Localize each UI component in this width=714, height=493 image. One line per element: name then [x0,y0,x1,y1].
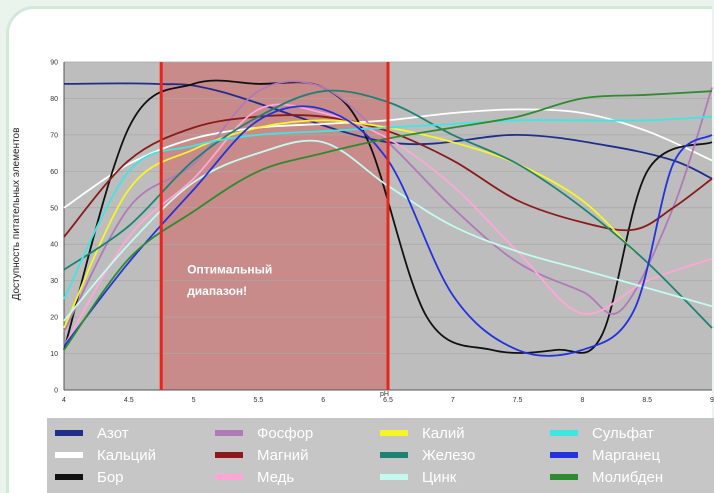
y-tick-label: 20 [50,315,58,322]
legend-swatch [550,474,578,480]
series-line-11 [63,105,713,357]
legend-item-5: Магний [215,444,309,466]
legend-swatch [215,430,243,436]
y-tick-label: 90 [50,60,58,67]
legend-label: Сульфат [592,424,654,442]
series-line-3 [63,79,713,354]
x-axis-title: pH [380,391,389,398]
chart-legend: Азот Кальций Бор Фосфор Магний Медь Калий Желез… [47,418,714,493]
legend-label: Калий [422,424,465,442]
legend-swatch [380,474,408,480]
legend-swatch [550,430,578,436]
legend-item-1: Азот [55,422,129,444]
legend-swatch [550,452,578,458]
legend-swatch [380,430,408,436]
y-tick-label: 30 [50,278,58,285]
x-tick-label: 4 [62,397,66,404]
legend-swatch [55,452,83,458]
legend-label: Медь [257,468,295,486]
series-line-7 [63,119,635,329]
legend-label: Марганец [592,446,661,464]
optimal-range-band [161,62,388,390]
legend-item-12: Молибден [550,466,663,488]
y-tick-label: 80 [50,96,58,103]
legend-item-6: Медь [215,466,294,488]
legend-label: Фосфор [257,424,314,442]
y-tick-label: 40 [50,242,58,249]
legend-item-3: Бор [55,466,124,488]
y-tick-label: 60 [50,169,58,176]
x-tick-label: 7 [451,397,455,404]
legend-label: Бор [97,468,124,486]
x-tick-label: 8.5 [642,397,652,404]
optimal-range-label-line2: диапазон! [187,284,247,298]
legend-label: Магний [257,446,309,464]
legend-swatch [380,452,408,458]
legend-item-4: Фосфор [215,422,313,444]
legend-item-2: Кальций [55,444,156,466]
x-tick-label: 6.5 [383,397,393,404]
legend-swatch [215,452,243,458]
legend-swatch [55,474,83,480]
legend-swatch [55,430,83,436]
y-tick-label: 10 [50,351,58,358]
legend-label: Кальций [97,446,156,464]
legend-item-7: Калий [380,422,465,444]
y-tick-label: 50 [50,205,58,212]
legend-label: Железо [422,446,476,464]
x-tick-label: 7.5 [513,397,523,404]
legend-item-10: Сульфат [550,422,654,444]
series-line-10 [63,115,713,300]
x-tick-label: 6 [321,397,325,404]
optimal-range-label-line1: Оптимальный [187,262,272,276]
legend-label: Молибден [592,468,664,486]
legend-label: Цинк [422,468,457,486]
series-line-1 [63,82,713,180]
x-tick-label: 5.5 [254,397,264,404]
legend-swatch [215,474,243,480]
x-tick-label: 9 [710,397,714,404]
x-tick-label: 5 [192,397,196,404]
y-tick-label: 70 [50,132,58,139]
legend-item-9: Цинк [380,466,456,488]
legend-item-11: Марганец [550,444,660,466]
legend-item-8: Железо [380,444,475,466]
y-axis-title: Доступность питательных элементов [11,128,22,301]
x-tick-label: 8 [580,397,584,404]
legend-label: Азот [97,424,129,442]
y-tick-label: 0 [54,388,58,395]
x-tick-label: 4.5 [124,397,134,404]
